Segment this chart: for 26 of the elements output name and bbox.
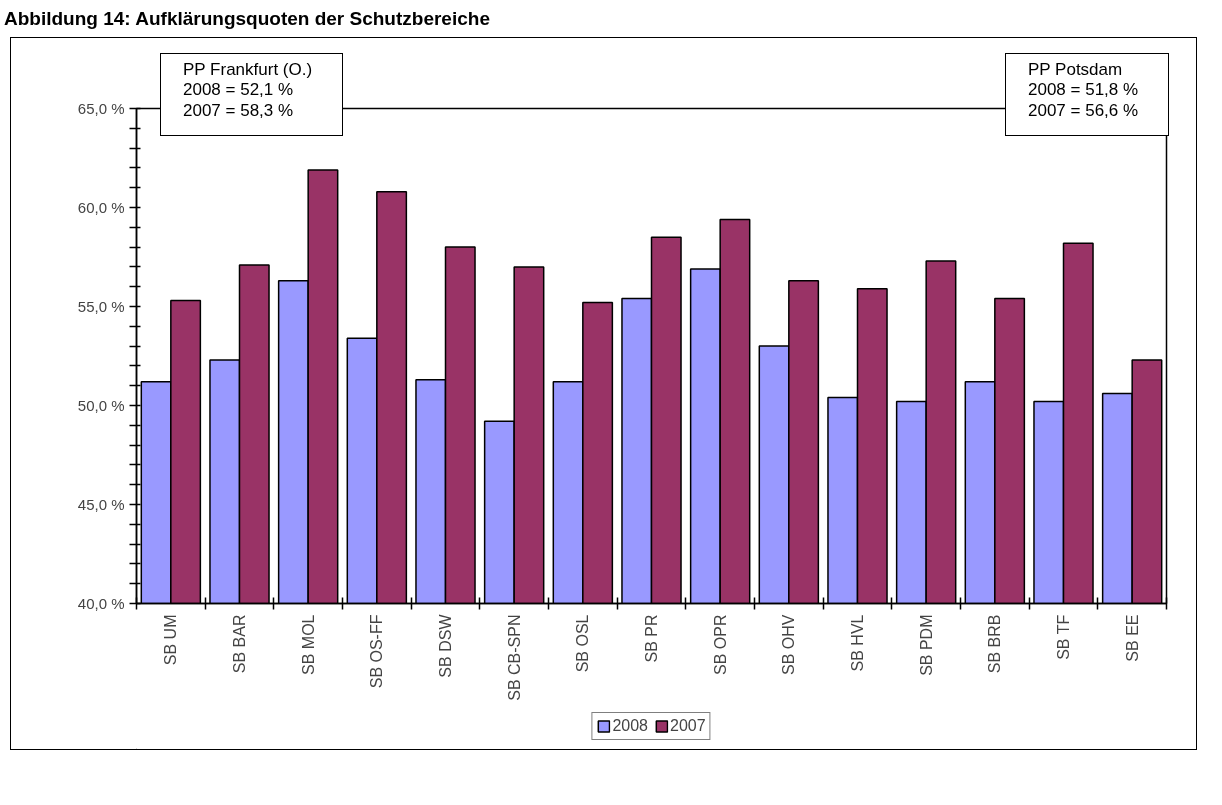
chart-title: Abbildung 14: Aufklärungsquoten der Schutzbereiche [4, 7, 490, 31]
y-tick-label: 55,0 % [77, 298, 125, 316]
x-tick-label: SB CB-SPN [505, 614, 523, 701]
x-tick-label: SB BAR [231, 614, 248, 674]
y-tick-label: 40,0 % [77, 595, 125, 613]
annotation: PP Potsdam 2008 = 51,8 % 2007 = 56,6 % [1028, 60, 1139, 122]
y-tick-label: 65,0 % [77, 100, 125, 118]
x-tick-label: SB UM [162, 614, 180, 666]
x-tick-label: SB OSL [574, 614, 592, 673]
legend-label: 2008 [612, 717, 648, 736]
x-tick-label: SB PDM [917, 614, 935, 676]
x-tick-label: SB OS-FF [368, 614, 386, 689]
x-tick-label: SB OPR [711, 614, 729, 676]
x-tick-label: SB HVL [849, 614, 866, 672]
x-tick-label: SB TF [1055, 614, 1072, 660]
x-tick-label: SB DSW [437, 613, 454, 678]
x-tick-label: SB EE [1123, 614, 1141, 662]
x-tick-label: SB BRB [986, 614, 1004, 674]
y-tick-label: 45,0 % [77, 496, 125, 514]
annotation: PP Frankfurt (O.) 2008 = 52,1 % 2007 = 58,3 % [183, 60, 313, 122]
x-tick-label: SB PR [643, 614, 660, 663]
legend-label: 2007 [670, 717, 706, 736]
x-tick-label: SB MOL [299, 614, 317, 676]
y-tick-label: 60,0 % [77, 199, 125, 217]
y-tick-label: 50,0 % [77, 397, 125, 415]
x-tick-label: SB OHV [780, 614, 798, 676]
